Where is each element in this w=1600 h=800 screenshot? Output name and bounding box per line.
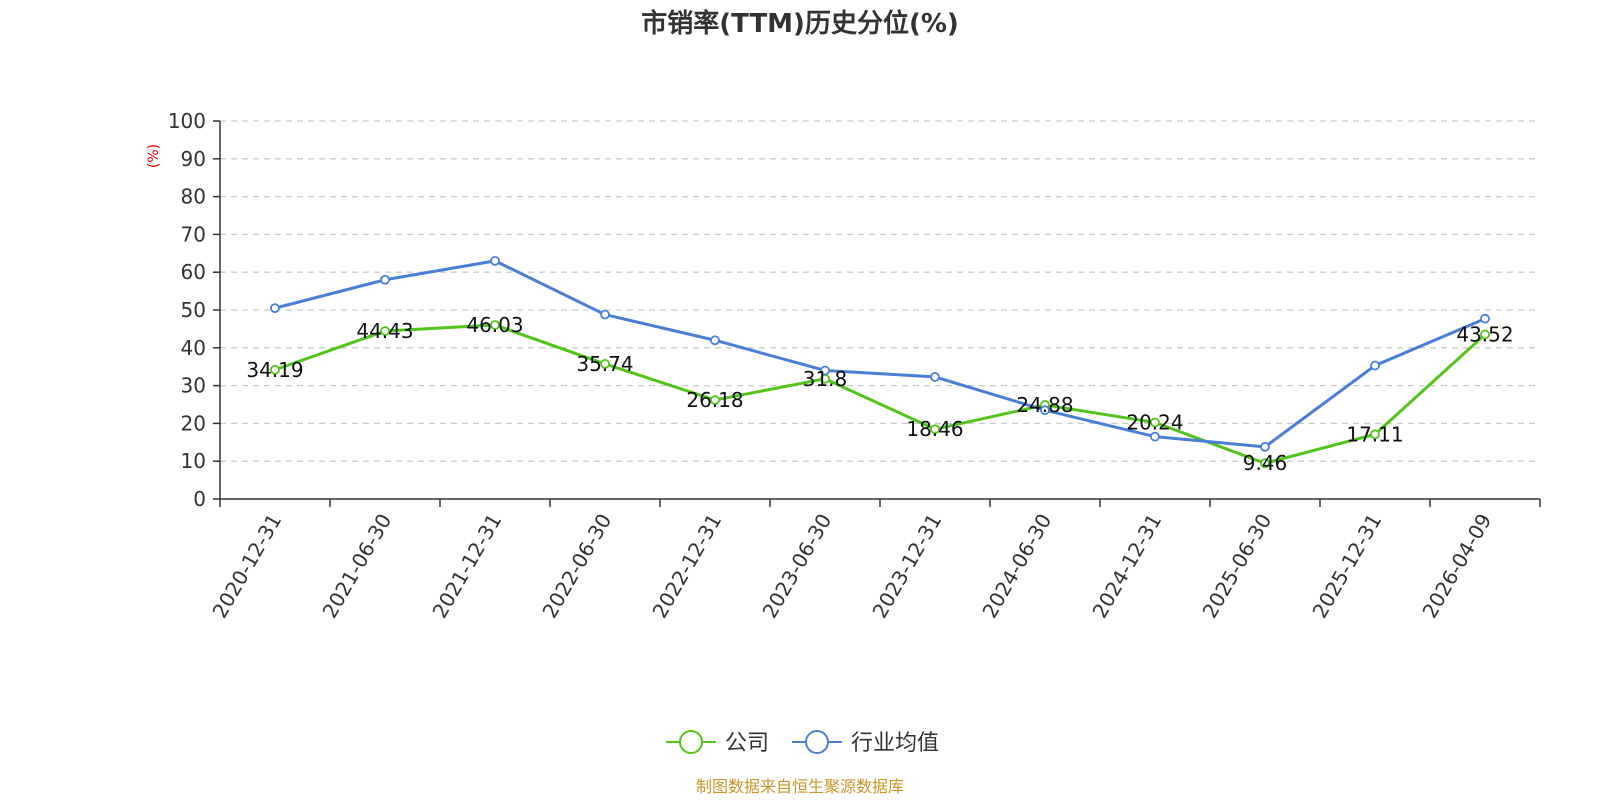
legend-label: 公司: [725, 731, 769, 756]
point-0-2022-12-31[interactable]: [710, 395, 720, 405]
point-1-2023-06-30[interactable]: [820, 365, 830, 376]
point-1-2022-12-31[interactable]: [710, 335, 720, 346]
point-0-2025-12-31[interactable]: [1370, 429, 1380, 440]
data-label-2024-12-31: 20.24: [1126, 410, 1183, 434]
point-1-2021-06-30[interactable]: [380, 274, 390, 285]
data-label-2023-12-31: 18.46: [906, 417, 963, 441]
data-label-2022-06-30: 35.74: [576, 352, 633, 376]
y-axis-unit-label: (%): [146, 144, 162, 168]
x-tick-label-2021-12-31: 2021-12-31: [427, 510, 506, 623]
x-tick-label-2022-12-31: 2022-12-31: [647, 510, 726, 623]
point-0-2022-06-30[interactable]: [600, 359, 610, 369]
data-label-2026-04-09: 43.52: [1456, 322, 1513, 346]
series-group: [270, 255, 1490, 469]
data-label-2020-12-31: 34.19: [246, 358, 303, 382]
y-tick-label-10: 10: [181, 449, 206, 473]
point-1-2024-12-31[interactable]: [1150, 431, 1160, 442]
point-1-2021-12-31[interactable]: [490, 255, 500, 266]
y-tick-label-90: 90: [181, 147, 206, 171]
legend[interactable]: 公司 行业均值: [666, 730, 939, 756]
x-tick-label-2023-06-30: 2023-06-30: [757, 510, 836, 623]
x-axis-ticks: 2020-12-31 2021-06-30 2021-12-31 2022-06-30…: [207, 499, 1541, 623]
chart-title: 市销率(TTM)历史分位(%): [641, 8, 959, 39]
point-0-2025-06-30[interactable]: [1260, 458, 1270, 469]
data-label-2021-06-30: 44.43: [356, 319, 413, 343]
y-tick-label-50: 50: [181, 298, 206, 322]
point-0-2024-12-31[interactable]: [1150, 417, 1160, 428]
point-0-2021-06-30[interactable]: [380, 326, 390, 336]
gridlines: [220, 120, 1540, 462]
point-0-2020-12-31[interactable]: [270, 364, 280, 375]
series-company: [270, 320, 1490, 469]
point-1-2023-12-31[interactable]: [930, 372, 940, 382]
y-tick-label-60: 60: [181, 260, 206, 284]
data-label-2025-06-30: 9.46: [1243, 451, 1288, 475]
x-tick-label-2026-04-09: 2026-04-09: [1417, 510, 1496, 623]
point-1-2024-06-30[interactable]: [1040, 405, 1050, 416]
y-tick-label-20: 20: [181, 411, 206, 435]
point-0-2026-04-09[interactable]: [1480, 329, 1490, 340]
y-tick-label-70: 70: [181, 222, 206, 246]
legend-item-industry-average[interactable]: 行业均值: [792, 730, 939, 756]
x-tick-label-2023-12-31: 2023-12-31: [867, 510, 946, 623]
y-tick-label-40: 40: [181, 336, 206, 360]
series-industry-average: [270, 255, 1490, 452]
legend-item-company[interactable]: 公司: [666, 730, 769, 756]
data-label-2022-12-31: 26.18: [686, 388, 743, 412]
data-label-2025-12-31: 17.11: [1346, 422, 1403, 446]
series-line-0: [274, 323, 1487, 465]
data-label-2024-06-30: 24.88: [1016, 393, 1073, 417]
y-tick-label-30: 30: [181, 374, 206, 398]
point-0-2023-12-31[interactable]: [930, 424, 940, 435]
y-axis-ticks: 0 10 20 30 40 50 60 70 80 90 100: [168, 109, 220, 511]
y-tick-label-0: 0: [193, 487, 206, 511]
x-tick-label-2021-06-30: 2021-06-30: [317, 510, 396, 623]
x-tick-label-2025-12-31: 2025-12-31: [1307, 510, 1386, 623]
x-tick-label-2025-06-30: 2025-06-30: [1197, 510, 1276, 623]
series-line-1: [274, 259, 1486, 449]
point-1-2026-04-09[interactable]: [1480, 313, 1490, 324]
x-tick-label-2022-06-30: 2022-06-30: [537, 510, 616, 623]
data-labels: 34.19 44.43 46.03 35.74 26.18 31.8 18.46 24.88 2…: [246, 313, 1513, 475]
point-0-2021-12-31[interactable]: [490, 320, 500, 330]
legend-circle-icon: [805, 730, 829, 754]
point-1-2020-12-31[interactable]: [270, 303, 280, 314]
data-label-2021-12-31: 46.03: [466, 313, 523, 337]
source-note: 制图数据来自恒生聚源数据库: [696, 777, 904, 796]
x-tick-label-2024-12-31: 2024-12-31: [1087, 510, 1166, 623]
y-tick-label-100: 100: [168, 109, 206, 133]
legend-circle-icon: [679, 730, 703, 754]
y-tick-label-80: 80: [181, 185, 206, 209]
x-tick-label-2024-06-30: 2024-06-30: [977, 510, 1056, 623]
x-tick-label-2020-12-31: 2020-12-31: [207, 510, 286, 623]
point-1-2025-06-30[interactable]: [1260, 441, 1270, 452]
point-1-2025-12-31[interactable]: [1370, 360, 1380, 371]
point-1-2022-06-30[interactable]: [600, 309, 610, 320]
data-label-2023-06-30: 31.8: [803, 367, 848, 391]
legend-label: 行业均值: [851, 731, 939, 756]
